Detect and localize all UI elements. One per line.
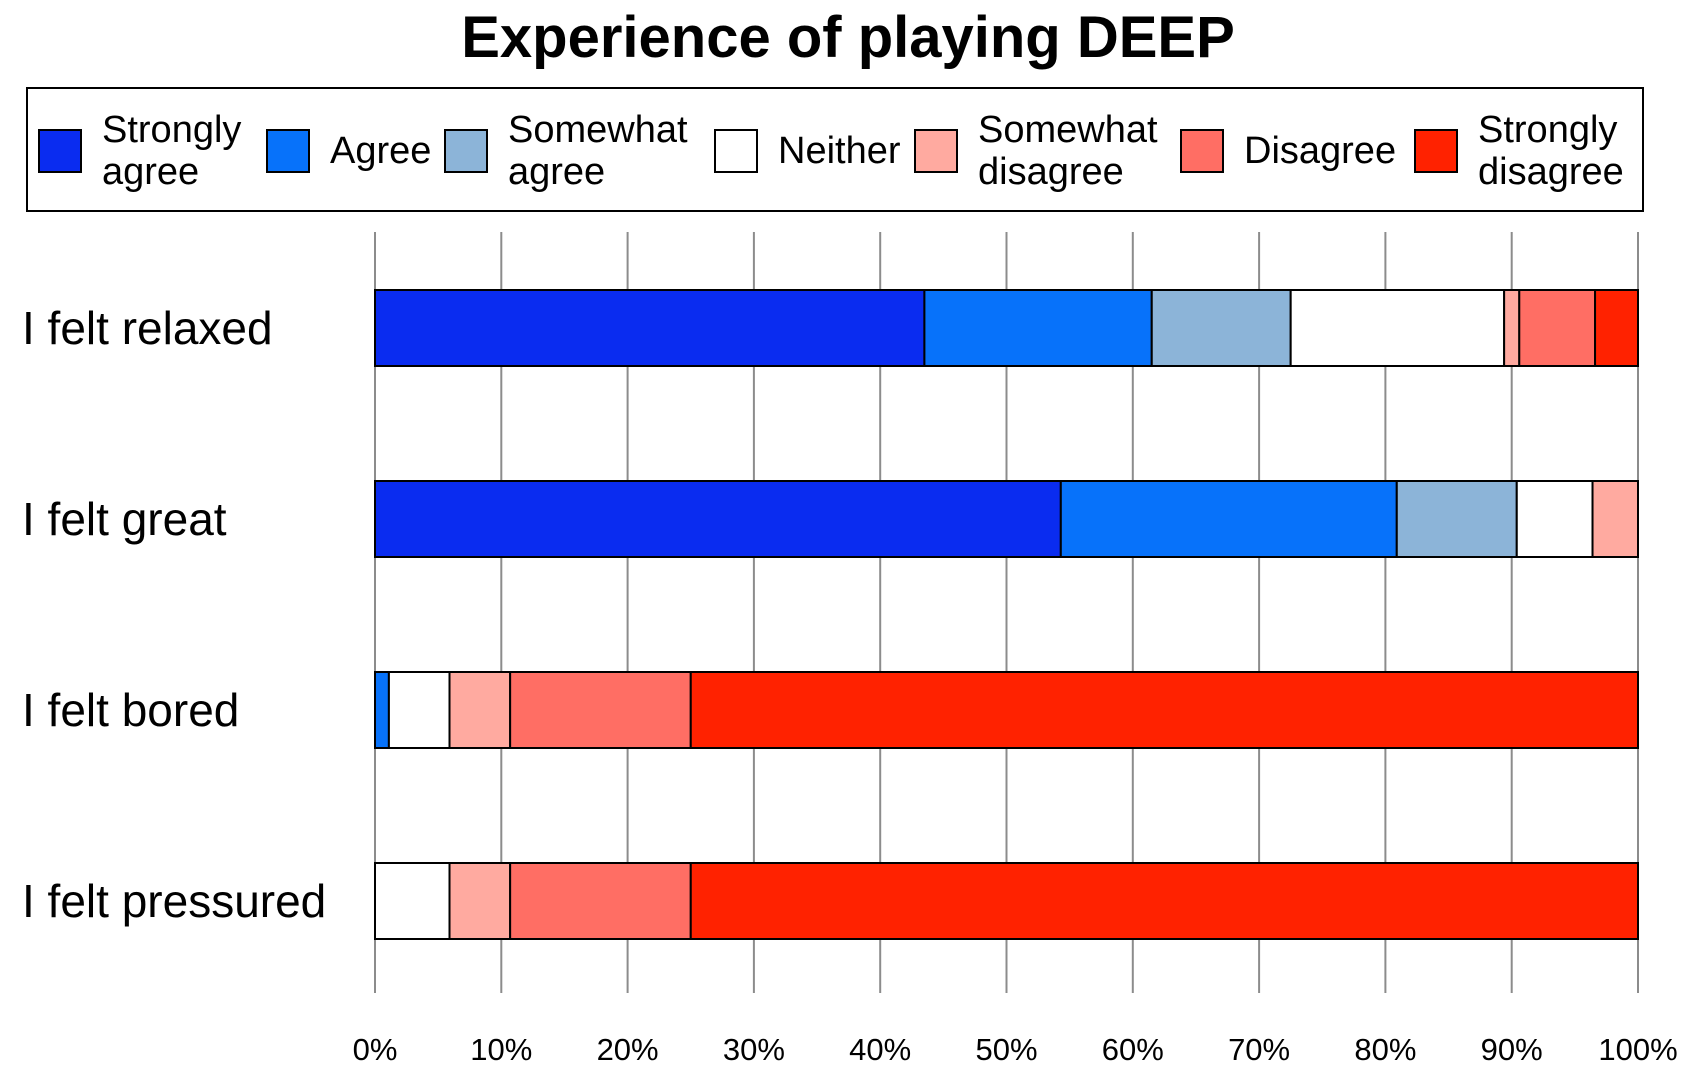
bar-segment	[1591, 480, 1639, 558]
x-tick-label: 20%	[597, 1032, 659, 1067]
bar-segment	[689, 671, 1639, 749]
category-label: I felt pressured	[22, 875, 326, 927]
x-tick-label: 60%	[1102, 1032, 1164, 1067]
bar-segment	[1289, 289, 1506, 367]
bar-segment	[1515, 480, 1594, 558]
bar-segment	[509, 862, 692, 940]
legend-label: Strongly disagree	[1478, 109, 1624, 193]
bar-segment	[1518, 289, 1597, 367]
bar-segment	[1503, 289, 1521, 367]
bar-segment	[448, 671, 512, 749]
legend-swatch	[1180, 129, 1224, 173]
bar-segment	[1395, 480, 1518, 558]
legend-swatch	[266, 129, 310, 173]
legend-label: Disagree	[1244, 130, 1397, 172]
bar-segment	[689, 862, 1639, 940]
x-tick-label: 90%	[1481, 1032, 1543, 1067]
legend-swatch	[714, 129, 758, 173]
bar-segment	[448, 862, 512, 940]
bar-segment	[1594, 289, 1639, 367]
legend-label: Somewhat agree	[508, 109, 688, 193]
legend-label: Neither	[778, 130, 901, 172]
legend-label: Somewhat disagree	[978, 109, 1158, 193]
legend: Strongly agree Agree Somewhat agree Neither…	[26, 87, 1644, 212]
legend-swatch	[914, 129, 958, 173]
legend-label: Agree	[330, 130, 432, 172]
category-label: I felt relaxed	[22, 302, 273, 354]
x-tick-label: 80%	[1354, 1032, 1416, 1067]
bar-segment	[923, 289, 1153, 367]
bar-segment	[374, 289, 926, 367]
bar-segment	[509, 671, 692, 749]
bar-segment	[1059, 480, 1398, 558]
bar-segment	[374, 480, 1062, 558]
bar-segment	[374, 862, 451, 940]
bar-segment	[374, 671, 390, 749]
category-label: I felt great	[22, 493, 227, 545]
x-tick-label: 70%	[1228, 1032, 1290, 1067]
x-tick-label: 100%	[1598, 1032, 1677, 1067]
legend-label: Strongly agree	[102, 109, 242, 193]
chart-title: Experience of playing DEEP	[461, 5, 1235, 70]
x-tick-label: 0%	[353, 1032, 398, 1067]
category-label: I felt bored	[22, 684, 239, 736]
legend-swatch	[444, 129, 488, 173]
bar-segment	[1150, 289, 1292, 367]
legend-swatch	[38, 129, 82, 173]
legend-swatch	[1414, 129, 1458, 173]
x-tick-label: 10%	[470, 1032, 532, 1067]
x-tick-label: 50%	[975, 1032, 1037, 1067]
x-tick-label: 30%	[723, 1032, 785, 1067]
bar-segment	[387, 671, 451, 749]
x-tick-label: 40%	[849, 1032, 911, 1067]
